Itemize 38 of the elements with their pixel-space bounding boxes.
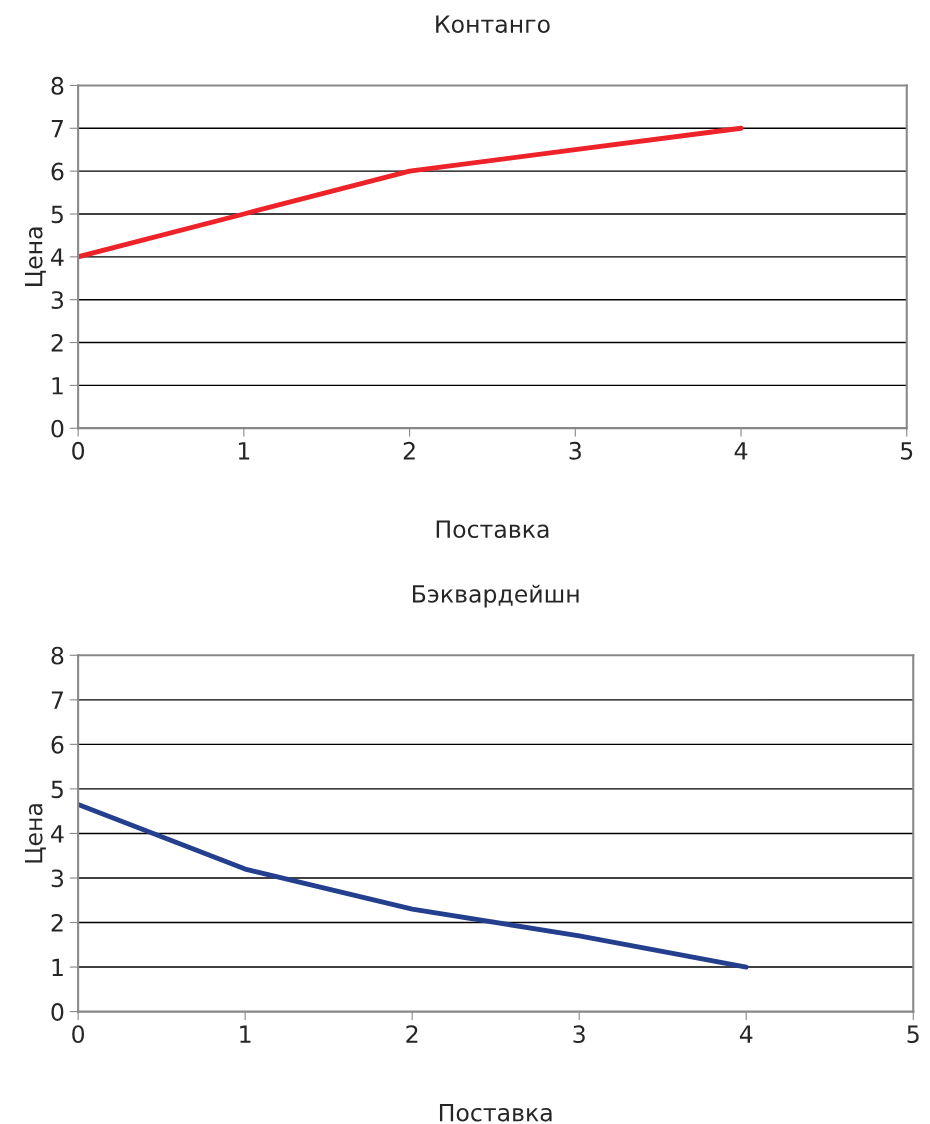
- x-tick-label: 3: [569, 441, 581, 460]
- x-tick-label: 3: [573, 1025, 585, 1044]
- y-tick-label: 4: [51, 248, 64, 266]
- x-tick-label: 1: [240, 1025, 251, 1043]
- y-tick-label: 5: [51, 205, 63, 224]
- y-tick-label: 6: [51, 162, 64, 181]
- x-axis-title: Поставка: [436, 520, 549, 539]
- chart-title: Контанго: [436, 15, 550, 33]
- y-tick-label: 4: [51, 825, 64, 843]
- y-tick-label: 8: [51, 76, 64, 95]
- y-tick-label: 1: [52, 958, 63, 977]
- y-tick-label: 0: [51, 419, 64, 438]
- y-tick-label: 5: [51, 780, 63, 799]
- x-tick-label: 2: [406, 1025, 418, 1043]
- y-tick-label: 7: [51, 691, 63, 709]
- y-tick-label: 2: [51, 913, 63, 932]
- y-tick-label: 8: [51, 646, 64, 665]
- y-tick-label: 1: [52, 377, 63, 395]
- x-tick-label: 1: [238, 442, 250, 460]
- y-axis-title: Цена: [25, 227, 46, 286]
- x-tick-label: 0: [72, 1025, 85, 1044]
- x-tick-label: 5: [901, 442, 913, 460]
- x-tick-label: 0: [72, 441, 85, 460]
- y-tick-label: 6: [51, 735, 64, 754]
- x-axis-title: Поставка: [439, 1103, 552, 1122]
- y-tick-label: 3: [51, 869, 64, 888]
- line-series: [78, 802, 749, 970]
- x-tick-label: 2: [403, 441, 415, 460]
- x-tick-label: 5: [907, 1025, 919, 1044]
- chart-title: Бэквардейшн: [412, 584, 579, 608]
- y-tick-label: 3: [51, 291, 64, 309]
- y-tick-label: 0: [51, 1003, 64, 1021]
- x-tick-label: 4: [734, 442, 748, 460]
- y-tick-label: 2: [51, 333, 63, 352]
- x-tick-label: 4: [739, 1025, 753, 1043]
- y-tick-label: 7: [51, 120, 63, 138]
- line-series: [78, 125, 744, 260]
- y-axis-title: Цена: [25, 804, 46, 863]
